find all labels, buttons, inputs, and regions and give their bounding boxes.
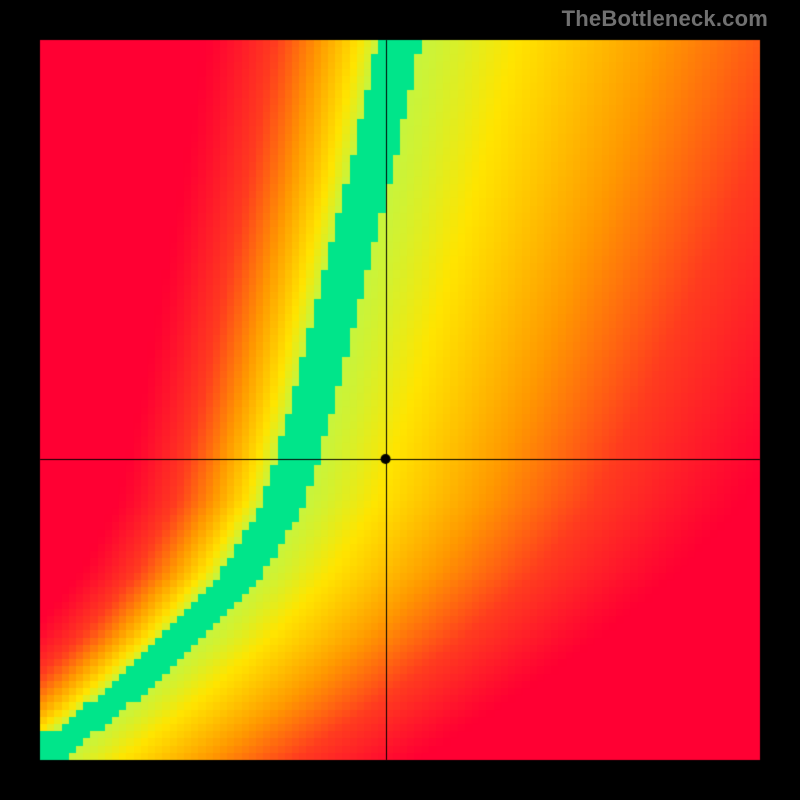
crosshair-overlay: [0, 0, 800, 800]
chart-container: TheBottleneck.com: [0, 0, 800, 800]
watermark-text: TheBottleneck.com: [562, 6, 768, 32]
